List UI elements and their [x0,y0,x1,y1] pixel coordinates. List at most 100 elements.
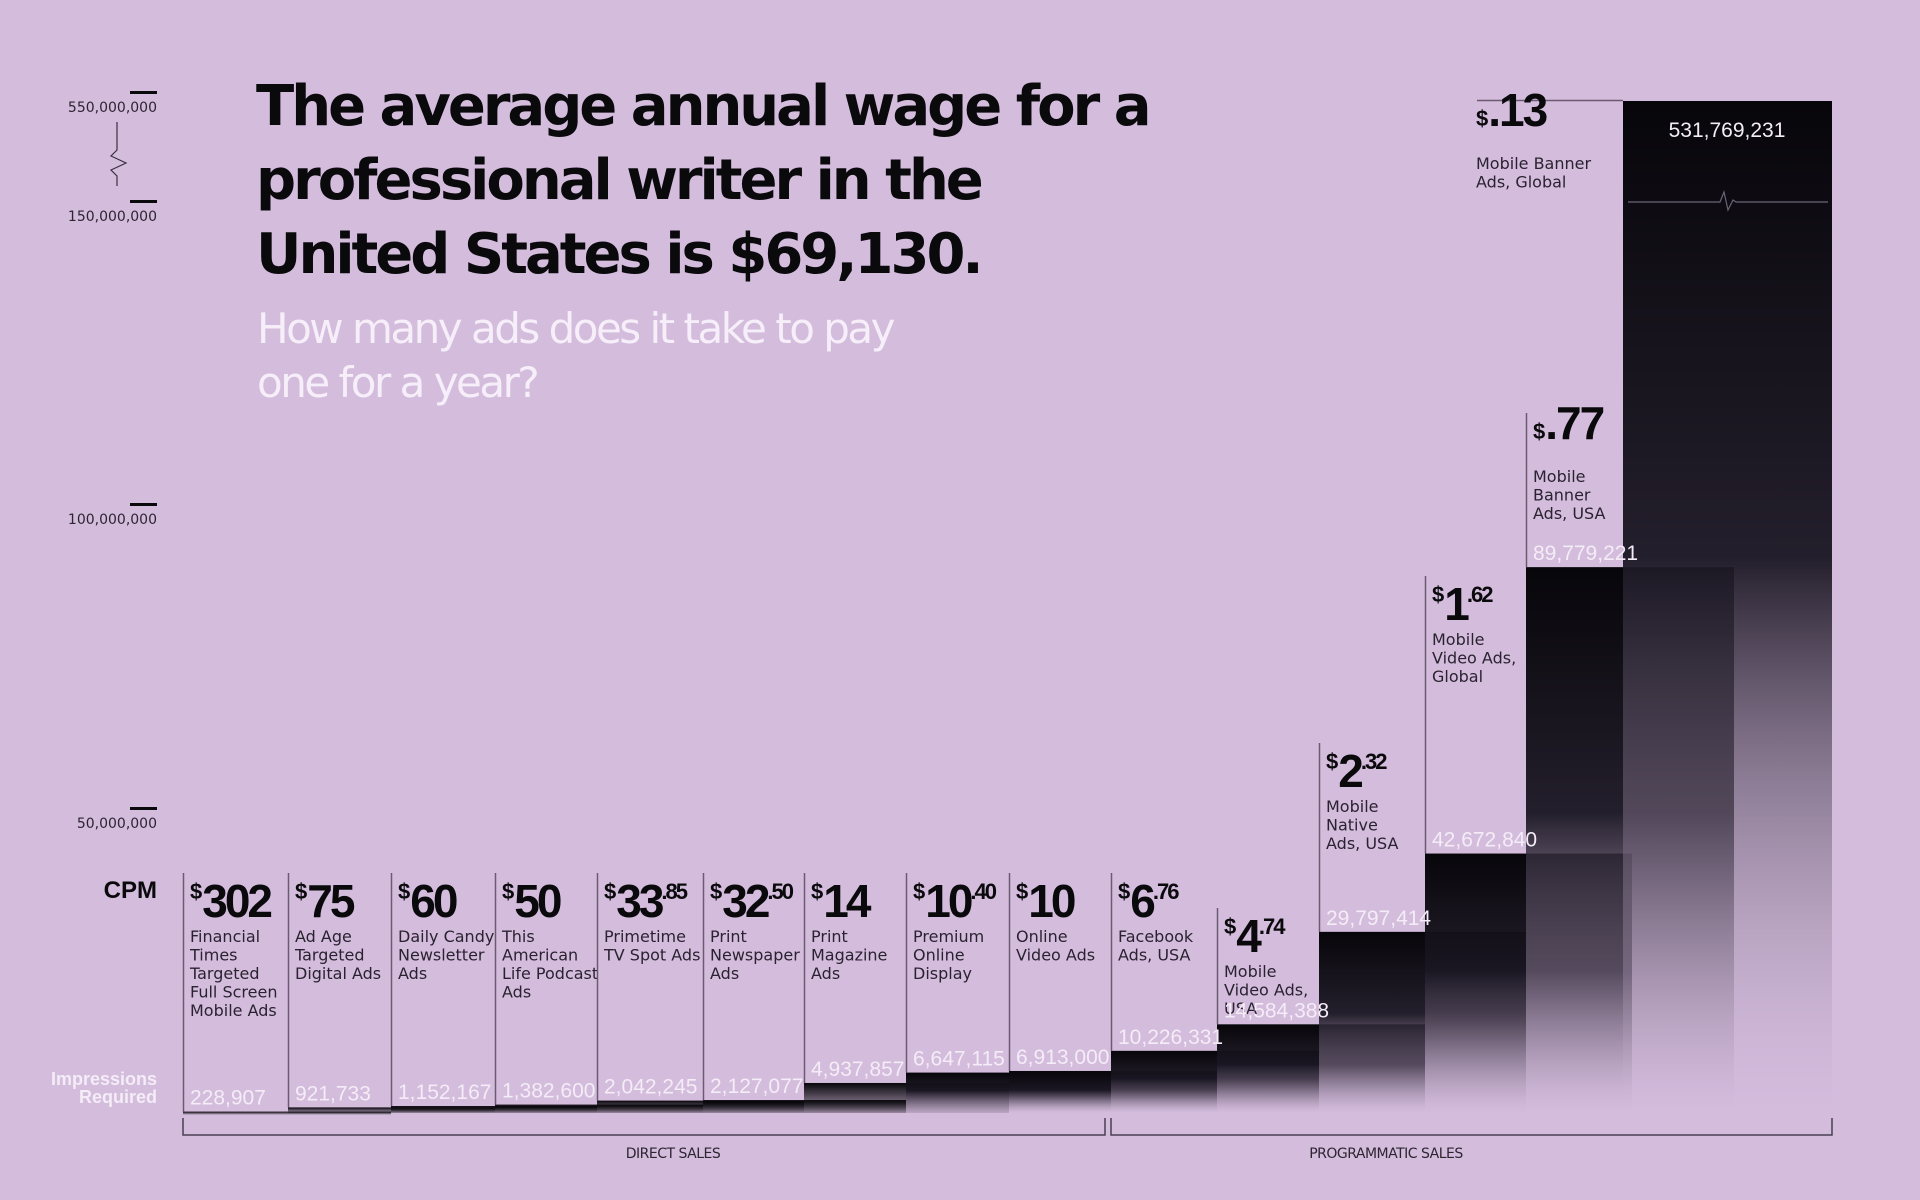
cpm-cents: .40 [970,879,996,904]
category-label: Life Podcast [502,964,598,983]
impressions-value: 4,937,857 [811,1058,904,1081]
category-label: Daily Candy [398,927,494,946]
axis-break-icon [109,122,128,186]
category-label: Primetime [604,927,686,946]
dark-bars [183,101,1832,1115]
category-label: This [501,927,535,946]
dollar-sign: $ [502,879,514,904]
chart-title: The average annual wage for a profession… [256,74,1151,287]
cpm-price: $50 [502,875,561,927]
category-label: Display [913,964,972,983]
bar-break-icon [1628,189,1828,212]
category-label: Targeted [189,964,260,983]
category-label: Native [1326,816,1378,835]
cpm-cents: .13 [1488,84,1546,136]
dollar-sign: $ [398,879,410,904]
cpm-price: $6.76 [1118,875,1179,927]
chart-subtitle: How many ads does it take to pay one for… [257,304,896,407]
dollar-sign: $ [811,879,823,904]
dollar-sign: $ [1326,749,1338,774]
impressions-value: 921,733 [295,1082,371,1105]
category-label: Ads [710,964,739,983]
group-brackets: DIRECT SALES PROGRAMMATIC SALES [182,1118,1833,1162]
cpm-whole: 32 [722,875,769,927]
cpm-price: $14 [811,875,872,927]
impressions-bar [391,1105,597,1113]
category-label: Video Ads, [1224,981,1308,1000]
category-label: Full Screen [190,983,277,1002]
category-label: Video Ads [1016,946,1095,965]
category-label: Mobile Ads [190,1001,277,1020]
cpm-whole: 60 [410,875,457,927]
group-label: PROGRAMMATIC SALES [1309,1146,1463,1162]
cpm-price: $60 [398,875,457,927]
category-label: TV Spot Ads [603,946,700,965]
category-label: Mobile Banner [1476,154,1591,173]
impressions-value: 89,779,221 [1533,542,1638,565]
cpm-whole: 1 [1444,578,1469,630]
impressions-value: 14,584,388 [1224,999,1329,1022]
cpm-price: $32.50 [710,875,794,927]
category-label: Print [811,927,848,946]
cpm-price: $4.74 [1224,910,1286,962]
category-label: USA [1224,999,1257,1018]
category-label: Video Ads, [1432,649,1516,668]
cpm-whole: 14 [823,875,872,927]
category-label: Premium [913,927,984,946]
cpm-cents: .50 [767,879,793,904]
cpm-whole: 50 [514,875,561,927]
y-tick-label: 100,000,000 [68,512,157,528]
cpm-cents: .32 [1361,749,1387,774]
cpm-cents: .85 [661,879,687,904]
dollar-sign: $ [1533,419,1545,444]
category-label: Ads [811,964,840,983]
impressions-value: 228,907 [190,1087,266,1110]
category-label: Print [710,927,747,946]
cpm-price: $2.32 [1326,745,1387,797]
dollar-sign: $ [1016,879,1028,904]
y-tick-mark [130,807,157,810]
impressions-value: 10,226,331 [1118,1026,1223,1049]
category-label: Ad Age [295,927,352,946]
dollar-sign: $ [710,879,722,904]
cpm-whole: 6 [1130,875,1154,927]
category-label: Magazine [811,946,887,965]
cpm-whole: 302 [202,875,271,927]
category-label: Targeted [294,946,365,965]
impressions-value: 6,647,115 [913,1048,1005,1071]
group-bracket [1110,1118,1833,1136]
category-label: American [502,946,578,965]
cpm-cents: .76 [1153,879,1179,904]
impressions-value: 1,382,600 [502,1080,595,1103]
dollar-sign: $ [190,879,202,904]
cpm-whole: 33 [616,875,663,927]
cpm-price: $1.62 [1432,578,1493,630]
dollar-sign: $ [1476,106,1488,131]
impressions-row-label: Required [79,1087,157,1107]
cpm-row-label: CPM [104,877,157,904]
category-label: Online [1016,927,1068,946]
category-label: Online [913,946,965,965]
dollar-sign: $ [1118,879,1130,904]
group-label: DIRECT SALES [626,1146,721,1162]
cpm-price: $33.85 [604,875,688,927]
y-tick-mark [130,91,157,94]
cpm-whole: 2 [1338,745,1362,797]
impressions-value: 2,042,245 [604,1076,697,1099]
group-bracket [182,1118,1106,1136]
category-label: Mobile [1533,467,1585,486]
y-tick-label: 50,000,000 [77,816,157,832]
